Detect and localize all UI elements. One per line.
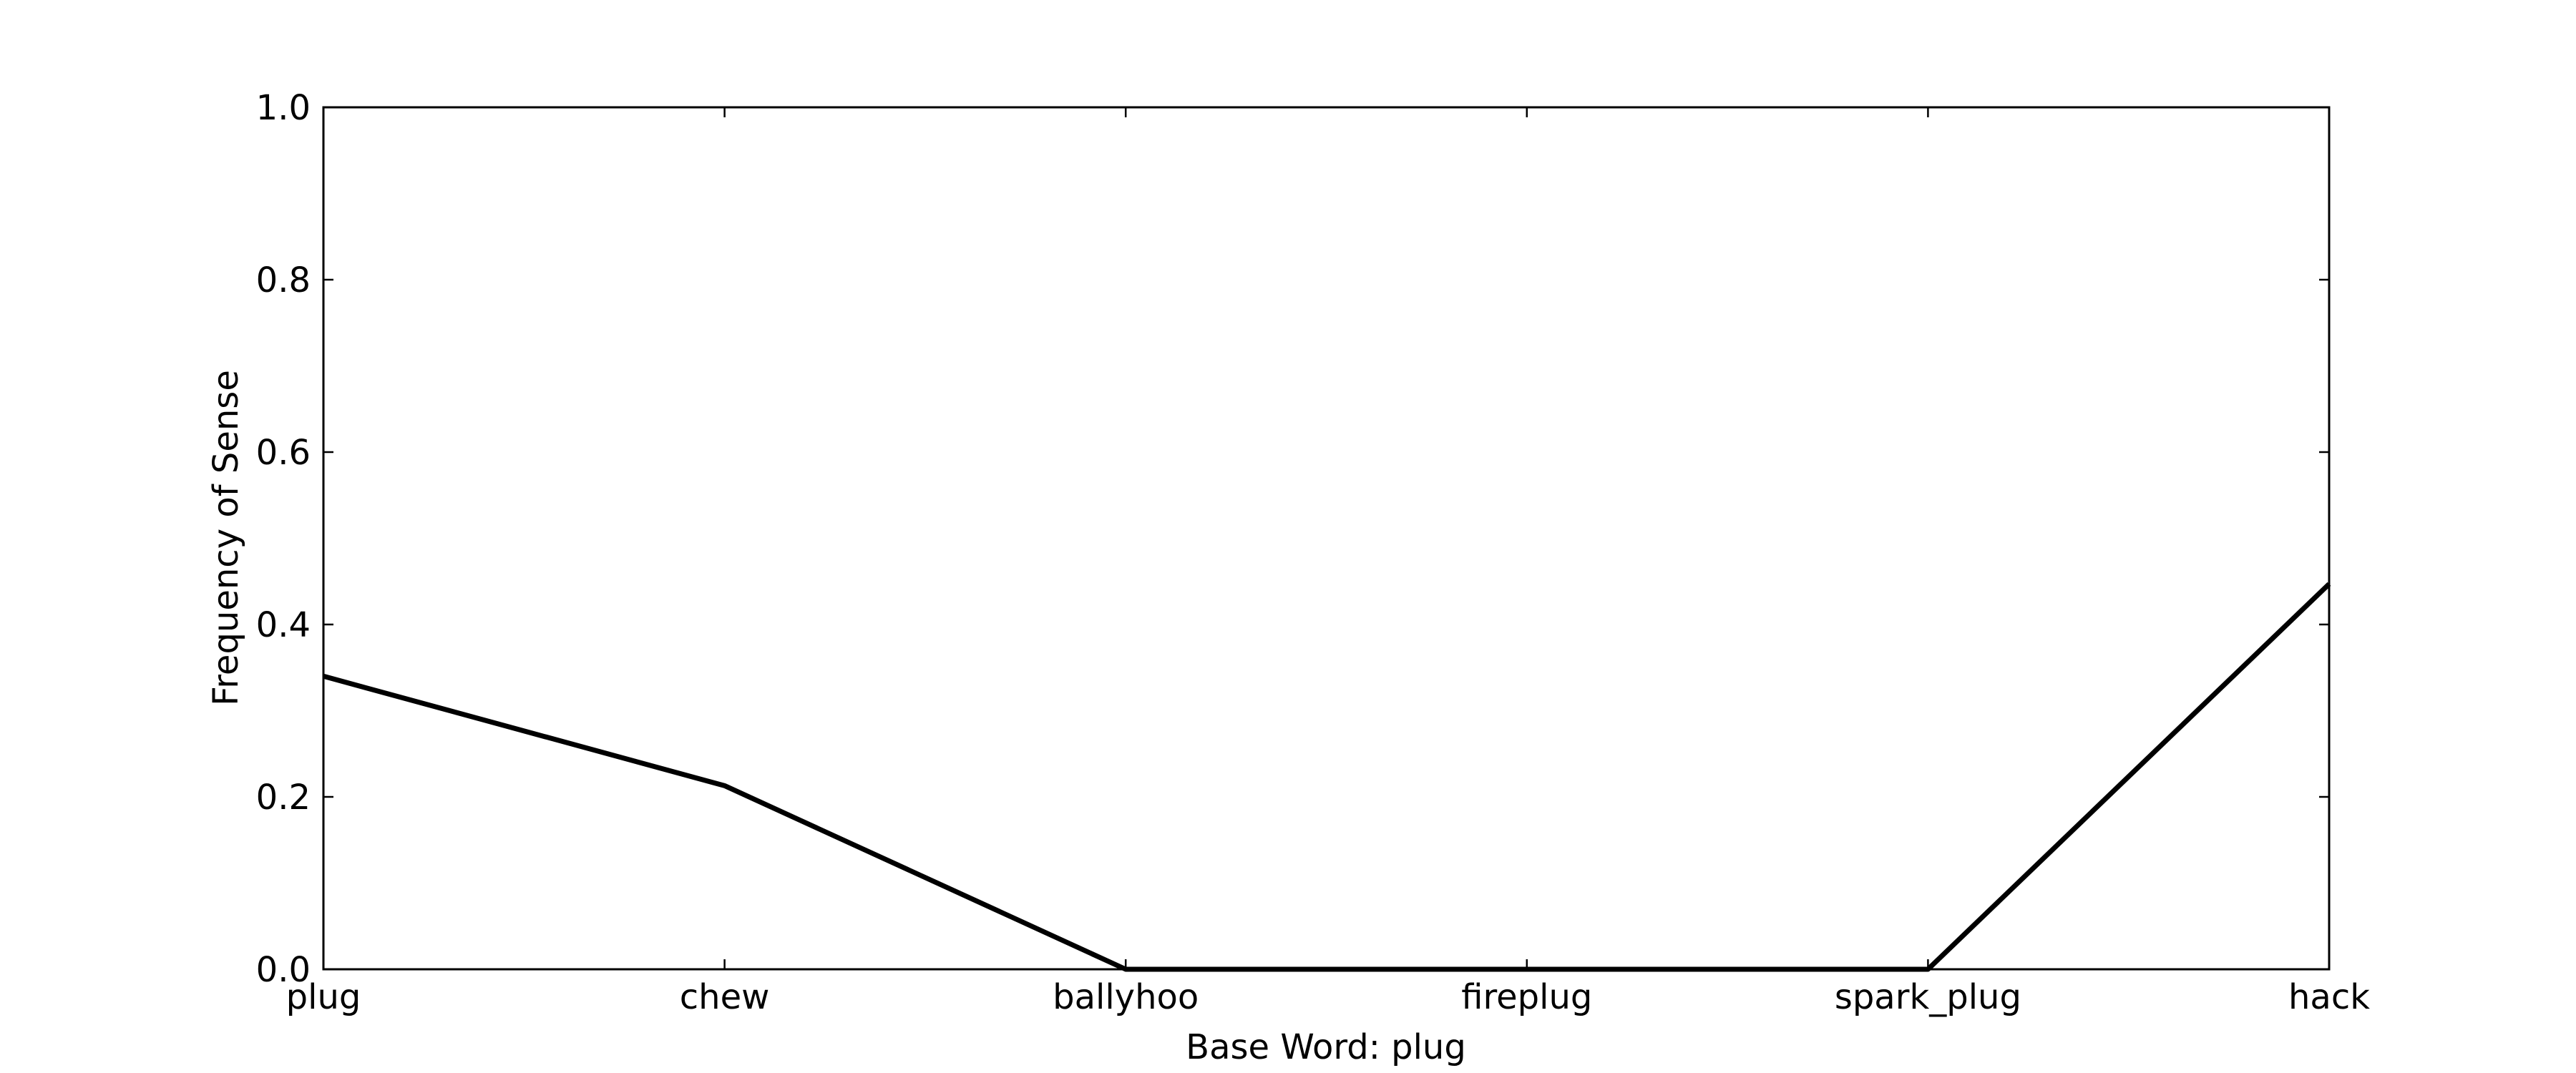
x-tick-label: ballyhoo	[1053, 977, 1199, 1017]
y-tick-label: 0.4	[256, 605, 311, 645]
x-tick-label: hack	[2288, 977, 2370, 1017]
plot-area	[323, 107, 2329, 969]
x-tick-label: spark_plug	[1835, 977, 2021, 1017]
y-axis-label: Frequency of Sense	[206, 370, 246, 706]
x-tick-label: fireplug	[1461, 977, 1592, 1017]
y-tick-labels: 0.0 0.2 0.4 0.6 0.8 1.0	[256, 88, 311, 990]
y-tick-label: 1.0	[256, 88, 311, 128]
x-tick-labels: plug chew ballyhoo fireplug spark_plug hack	[286, 977, 2371, 1017]
plot-frame	[322, 106, 2331, 971]
y-tick-label: 0.2	[256, 778, 311, 818]
x-tick-label: plug	[286, 977, 361, 1017]
x-tick-label: chew	[680, 977, 770, 1017]
y-tick-label: 0.0	[256, 950, 311, 990]
y-tick-label: 0.8	[256, 260, 311, 300]
y-tick-label: 0.6	[256, 433, 311, 473]
x-axis-label: Base Word: plug	[1186, 1027, 1466, 1067]
